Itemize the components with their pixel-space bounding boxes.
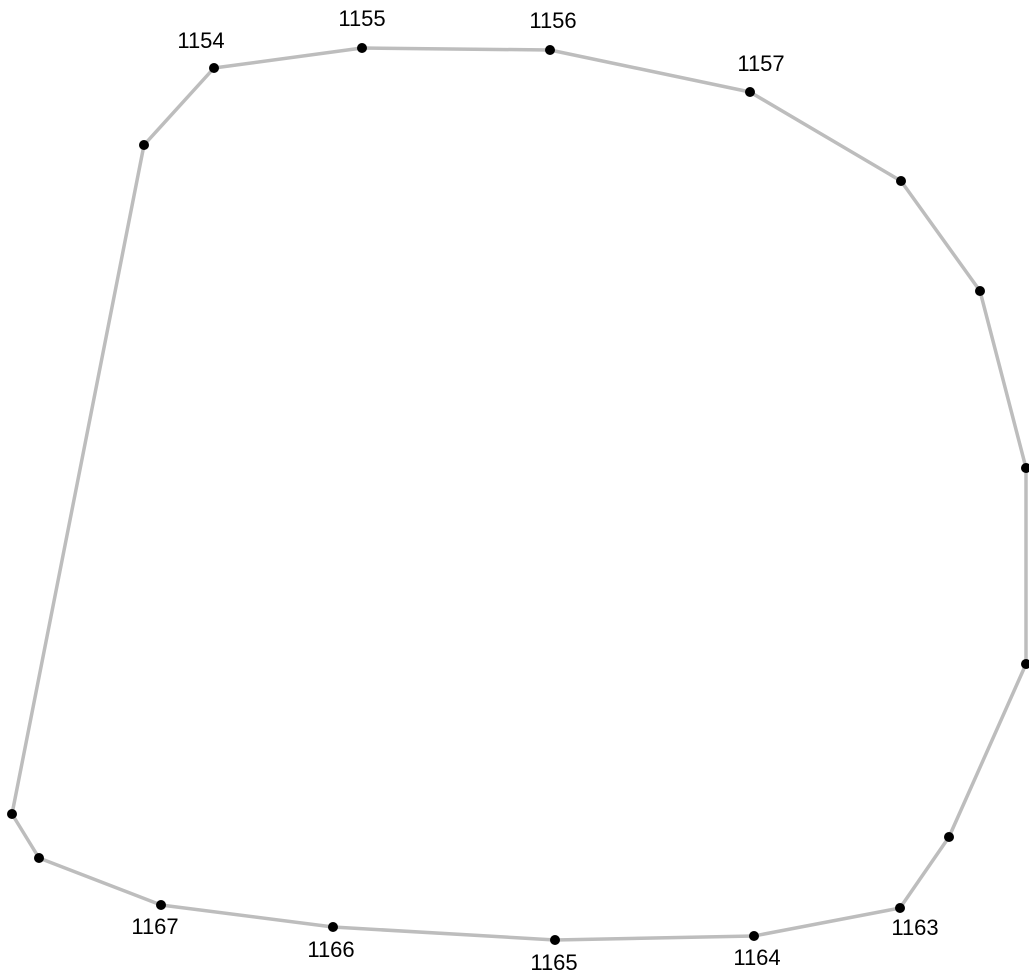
polygon-outline bbox=[10, 46, 1028, 942]
vertex-n1160 bbox=[1021, 463, 1029, 473]
vertex-label-n1165: 1165 bbox=[530, 950, 577, 975]
vertex-n1157 bbox=[745, 87, 755, 97]
vertex-label-layer: 1154 1155 1156 1157 1163 1164 1165 1166 1167 bbox=[131, 6, 938, 975]
vertex-n1167 bbox=[156, 900, 166, 910]
vertex-label-n1164: 1164 bbox=[733, 945, 780, 970]
vertex-layer bbox=[7, 43, 1029, 945]
vertex-n1165 bbox=[550, 935, 560, 945]
vertex-n1166 bbox=[328, 922, 338, 932]
vertex-n1155 bbox=[357, 43, 367, 53]
vertex-label-n1166: 1166 bbox=[307, 937, 354, 962]
vertex-n1158 bbox=[896, 176, 906, 186]
vertex-label-n1157: 1157 bbox=[737, 51, 784, 76]
vertex-n1164 bbox=[749, 931, 759, 941]
vertex-n1153 bbox=[139, 140, 149, 150]
vertex-label-n1163: 1163 bbox=[891, 915, 938, 940]
vertex-n1159 bbox=[975, 286, 985, 296]
vertex-n1162 bbox=[944, 832, 954, 842]
vertex-n1154 bbox=[209, 63, 219, 73]
vertex-label-n1156: 1156 bbox=[529, 8, 576, 33]
vertex-label-n1167: 1167 bbox=[131, 914, 178, 939]
vertex-n1156 bbox=[545, 45, 555, 55]
vertex-label-n1154: 1154 bbox=[177, 28, 224, 53]
vertex-n1163 bbox=[895, 903, 905, 913]
vertex-n1169 bbox=[7, 809, 17, 819]
vertex-n1161 bbox=[1021, 659, 1029, 669]
vertex-n1168 bbox=[34, 853, 44, 863]
vertex-label-n1155: 1155 bbox=[338, 6, 385, 31]
